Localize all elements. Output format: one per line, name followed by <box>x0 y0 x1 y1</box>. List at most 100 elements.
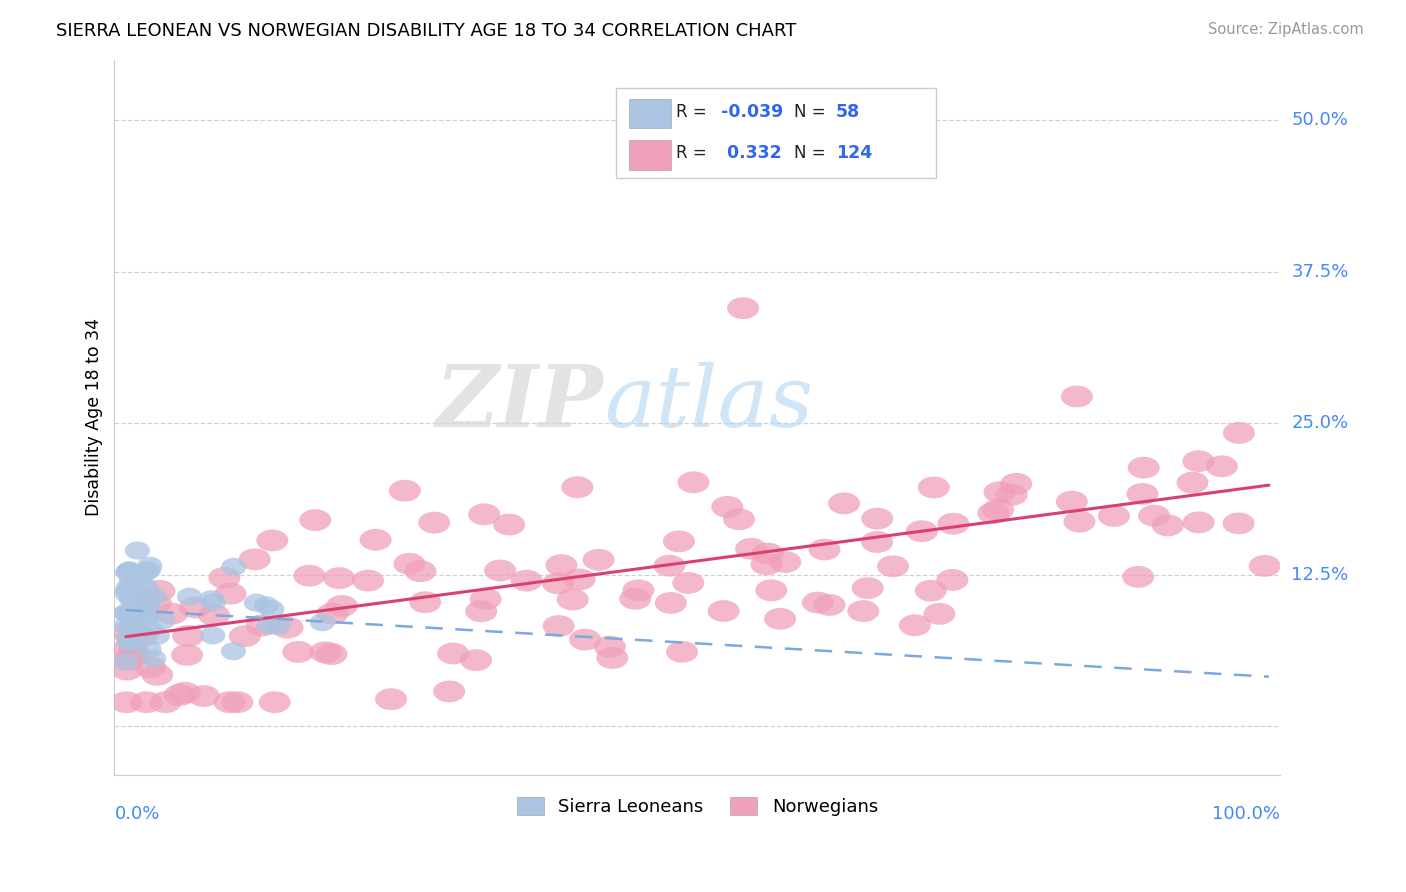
Ellipse shape <box>983 482 1015 503</box>
Ellipse shape <box>294 565 325 587</box>
Ellipse shape <box>801 591 834 614</box>
Ellipse shape <box>120 588 145 607</box>
Ellipse shape <box>125 541 150 559</box>
Ellipse shape <box>360 529 392 550</box>
Ellipse shape <box>1126 483 1159 505</box>
Ellipse shape <box>977 502 1010 524</box>
Ellipse shape <box>841 110 873 131</box>
Ellipse shape <box>460 649 492 671</box>
Ellipse shape <box>127 625 157 647</box>
Ellipse shape <box>723 508 755 530</box>
Ellipse shape <box>246 615 277 636</box>
Ellipse shape <box>120 609 145 628</box>
Ellipse shape <box>752 542 783 565</box>
Ellipse shape <box>128 567 153 585</box>
Ellipse shape <box>221 642 246 660</box>
Ellipse shape <box>215 582 246 605</box>
Ellipse shape <box>852 577 884 599</box>
Ellipse shape <box>177 588 202 606</box>
Ellipse shape <box>179 597 211 618</box>
Ellipse shape <box>134 604 159 622</box>
Ellipse shape <box>769 551 801 573</box>
Ellipse shape <box>352 570 384 591</box>
Ellipse shape <box>271 616 304 639</box>
Ellipse shape <box>114 604 138 623</box>
Ellipse shape <box>596 647 628 669</box>
Ellipse shape <box>326 595 359 617</box>
Ellipse shape <box>405 560 436 582</box>
Text: 12.5%: 12.5% <box>1292 566 1348 584</box>
Ellipse shape <box>564 568 596 591</box>
Ellipse shape <box>131 691 163 713</box>
Ellipse shape <box>470 588 502 610</box>
Ellipse shape <box>214 691 246 713</box>
Ellipse shape <box>546 554 578 576</box>
Ellipse shape <box>593 636 626 657</box>
Ellipse shape <box>727 297 759 319</box>
Ellipse shape <box>118 603 143 621</box>
Ellipse shape <box>138 557 163 574</box>
Ellipse shape <box>259 691 291 713</box>
Ellipse shape <box>678 471 710 493</box>
Ellipse shape <box>256 616 281 635</box>
Ellipse shape <box>136 640 162 658</box>
Ellipse shape <box>814 594 845 615</box>
Ellipse shape <box>122 633 148 652</box>
Ellipse shape <box>375 689 408 710</box>
Ellipse shape <box>138 620 163 638</box>
FancyBboxPatch shape <box>616 88 936 178</box>
Ellipse shape <box>1056 491 1088 513</box>
Text: 37.5%: 37.5% <box>1292 263 1348 281</box>
Ellipse shape <box>120 617 145 635</box>
Ellipse shape <box>672 572 704 594</box>
Ellipse shape <box>118 607 143 625</box>
Ellipse shape <box>115 578 141 597</box>
Ellipse shape <box>848 600 879 622</box>
Ellipse shape <box>711 496 744 517</box>
Text: 58: 58 <box>837 103 860 120</box>
Ellipse shape <box>394 553 426 574</box>
Ellipse shape <box>139 592 172 614</box>
Ellipse shape <box>1063 511 1095 533</box>
Ellipse shape <box>163 684 195 706</box>
Ellipse shape <box>299 509 332 531</box>
Text: -0.039: -0.039 <box>721 103 783 120</box>
Ellipse shape <box>187 685 219 707</box>
Ellipse shape <box>172 644 202 665</box>
Ellipse shape <box>114 648 145 670</box>
Ellipse shape <box>120 644 152 666</box>
Ellipse shape <box>763 608 796 630</box>
Ellipse shape <box>707 600 740 622</box>
Ellipse shape <box>1128 457 1160 478</box>
Text: N =: N = <box>794 103 825 120</box>
Ellipse shape <box>995 484 1028 506</box>
Ellipse shape <box>143 580 176 602</box>
Ellipse shape <box>862 508 893 530</box>
Ellipse shape <box>582 549 614 571</box>
Ellipse shape <box>120 591 143 608</box>
Ellipse shape <box>221 691 253 713</box>
Ellipse shape <box>905 520 938 542</box>
Ellipse shape <box>110 691 142 713</box>
Ellipse shape <box>169 681 201 704</box>
Ellipse shape <box>127 612 152 630</box>
Ellipse shape <box>1182 450 1215 472</box>
Ellipse shape <box>1062 385 1092 408</box>
Ellipse shape <box>1137 505 1170 526</box>
Ellipse shape <box>936 569 969 591</box>
Ellipse shape <box>201 593 226 611</box>
Ellipse shape <box>1152 515 1184 536</box>
Ellipse shape <box>111 658 143 681</box>
Ellipse shape <box>149 691 181 713</box>
Text: 50.0%: 50.0% <box>1292 112 1348 129</box>
Ellipse shape <box>129 602 155 620</box>
Text: 0.0%: 0.0% <box>114 805 160 823</box>
Ellipse shape <box>484 559 516 582</box>
Ellipse shape <box>256 530 288 551</box>
Ellipse shape <box>1223 513 1254 534</box>
Ellipse shape <box>309 641 342 664</box>
Ellipse shape <box>128 607 153 625</box>
Ellipse shape <box>121 583 146 602</box>
Ellipse shape <box>666 641 697 663</box>
Ellipse shape <box>132 564 157 582</box>
